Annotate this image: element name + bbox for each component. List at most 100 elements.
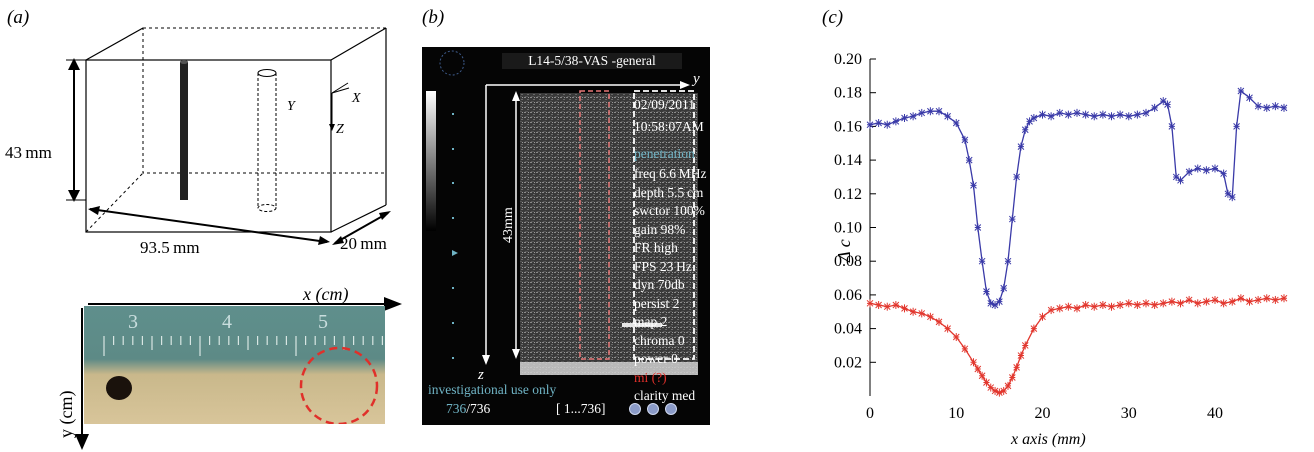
data-point — [1194, 165, 1202, 172]
data-point — [1004, 257, 1012, 265]
x-tick-label: 0 — [866, 405, 874, 422]
width-dim-line — [334, 212, 389, 244]
setting-item: power 0 — [634, 351, 678, 366]
data-point — [974, 224, 982, 231]
data-point — [1134, 111, 1141, 118]
data-point — [1030, 325, 1038, 332]
data-point — [1073, 109, 1081, 117]
x-axis-label: x axis (mm) — [1010, 431, 1086, 448]
data-point — [1220, 299, 1227, 307]
panel-a-label: (a) — [7, 7, 30, 28]
data-point — [901, 305, 908, 312]
ultrasound-graphics: 43mm y z — [426, 50, 700, 415]
clarity-text: clarity med — [634, 388, 696, 403]
data-point — [1172, 173, 1180, 181]
data-point — [1228, 298, 1236, 305]
data-point — [875, 301, 882, 309]
data-point — [1008, 215, 1016, 223]
investigational-text: investigational use only — [428, 382, 557, 397]
data-point — [1142, 299, 1150, 307]
setting-item: FR high — [634, 240, 678, 255]
x-axis-label-text: x axis (mm) — [1010, 431, 1086, 448]
x-tick-label: 40 — [1207, 405, 1223, 422]
data-point — [1056, 305, 1064, 312]
setting-item: map 2 — [634, 314, 668, 329]
data-point — [1134, 301, 1141, 309]
y-tick-label: 0.08 — [834, 253, 862, 270]
data-point — [978, 257, 986, 265]
data-point — [1090, 112, 1098, 120]
data-point — [961, 345, 969, 353]
data-point — [952, 119, 960, 127]
data-point — [1082, 111, 1089, 118]
frame-current: 736 — [446, 401, 467, 416]
data-point — [970, 182, 977, 189]
data-point — [996, 298, 1003, 305]
x-tick-label: 30 — [1121, 405, 1137, 422]
box-edge — [85, 27, 144, 61]
data-point — [978, 372, 986, 380]
data-point — [1116, 301, 1124, 309]
ruler-number: 5 — [318, 311, 328, 333]
data-point — [1021, 126, 1029, 134]
box-front-face — [85, 59, 332, 233]
data-point — [1021, 342, 1029, 349]
frame-total: /736 — [466, 401, 491, 416]
data-point — [1168, 123, 1176, 130]
data-point — [1177, 176, 1184, 184]
data-point — [1194, 299, 1202, 307]
depth-dim-arrowhead — [512, 349, 520, 359]
next-frame-icon[interactable] — [665, 403, 677, 415]
photo-axes: x (cm) y (cm) — [56, 284, 402, 450]
data-point — [1159, 299, 1167, 307]
probe-header: L14-5/38-VAS -general — [502, 53, 682, 69]
data-point — [1168, 298, 1176, 305]
data-point — [991, 301, 999, 309]
data-point — [1116, 111, 1124, 118]
box-hidden-edge — [143, 173, 386, 205]
height-dim-label: 43 mm — [5, 143, 52, 162]
data-point — [970, 358, 977, 366]
panel-c-label: (c) — [822, 7, 844, 28]
ruler-number: 3 — [128, 311, 138, 333]
data-point — [1030, 114, 1038, 122]
photo-y-arrowhead — [75, 434, 89, 450]
data-point — [1047, 112, 1055, 120]
echo-band — [622, 323, 662, 327]
length-dim-arrowhead — [318, 236, 330, 245]
data-point — [883, 121, 891, 129]
prev-frame-icon[interactable] — [629, 403, 641, 415]
data-point — [935, 318, 943, 326]
data-point — [1272, 102, 1279, 110]
x-tick-label: 20 — [1035, 405, 1051, 422]
series-line — [869, 297, 1285, 394]
phantom-photo: 3 4 5 — [84, 306, 385, 424]
data-point — [1142, 109, 1150, 117]
data-point — [1246, 298, 1253, 305]
panel-b-label: (b) — [422, 7, 445, 28]
data-point — [1263, 294, 1271, 302]
depth-dim-arrowhead — [512, 91, 520, 101]
data-point — [965, 156, 973, 164]
data-point — [1013, 364, 1020, 371]
logo-icon — [439, 50, 465, 76]
solid-inclusion-top — [180, 60, 188, 64]
y-tick-label: 0.16 — [834, 118, 862, 135]
settings-title: penetration — [634, 146, 695, 161]
data-point — [1246, 94, 1253, 102]
data-point — [983, 379, 990, 386]
data-point — [866, 299, 874, 307]
play-icon[interactable] — [647, 403, 659, 415]
data-point — [1254, 296, 1262, 304]
data-point — [944, 325, 951, 332]
data-point — [1159, 97, 1167, 105]
data-point — [1280, 294, 1288, 302]
ruler-ticks — [103, 336, 383, 356]
data-point — [918, 109, 926, 117]
axis-x-arrow — [331, 82, 349, 94]
us-z-arrowhead — [482, 355, 490, 365]
setting-item: swctor 100% — [634, 203, 705, 218]
box-back-face — [142, 27, 387, 174]
data-point — [1263, 104, 1271, 112]
date-text: 02/09/2011 — [634, 97, 696, 112]
